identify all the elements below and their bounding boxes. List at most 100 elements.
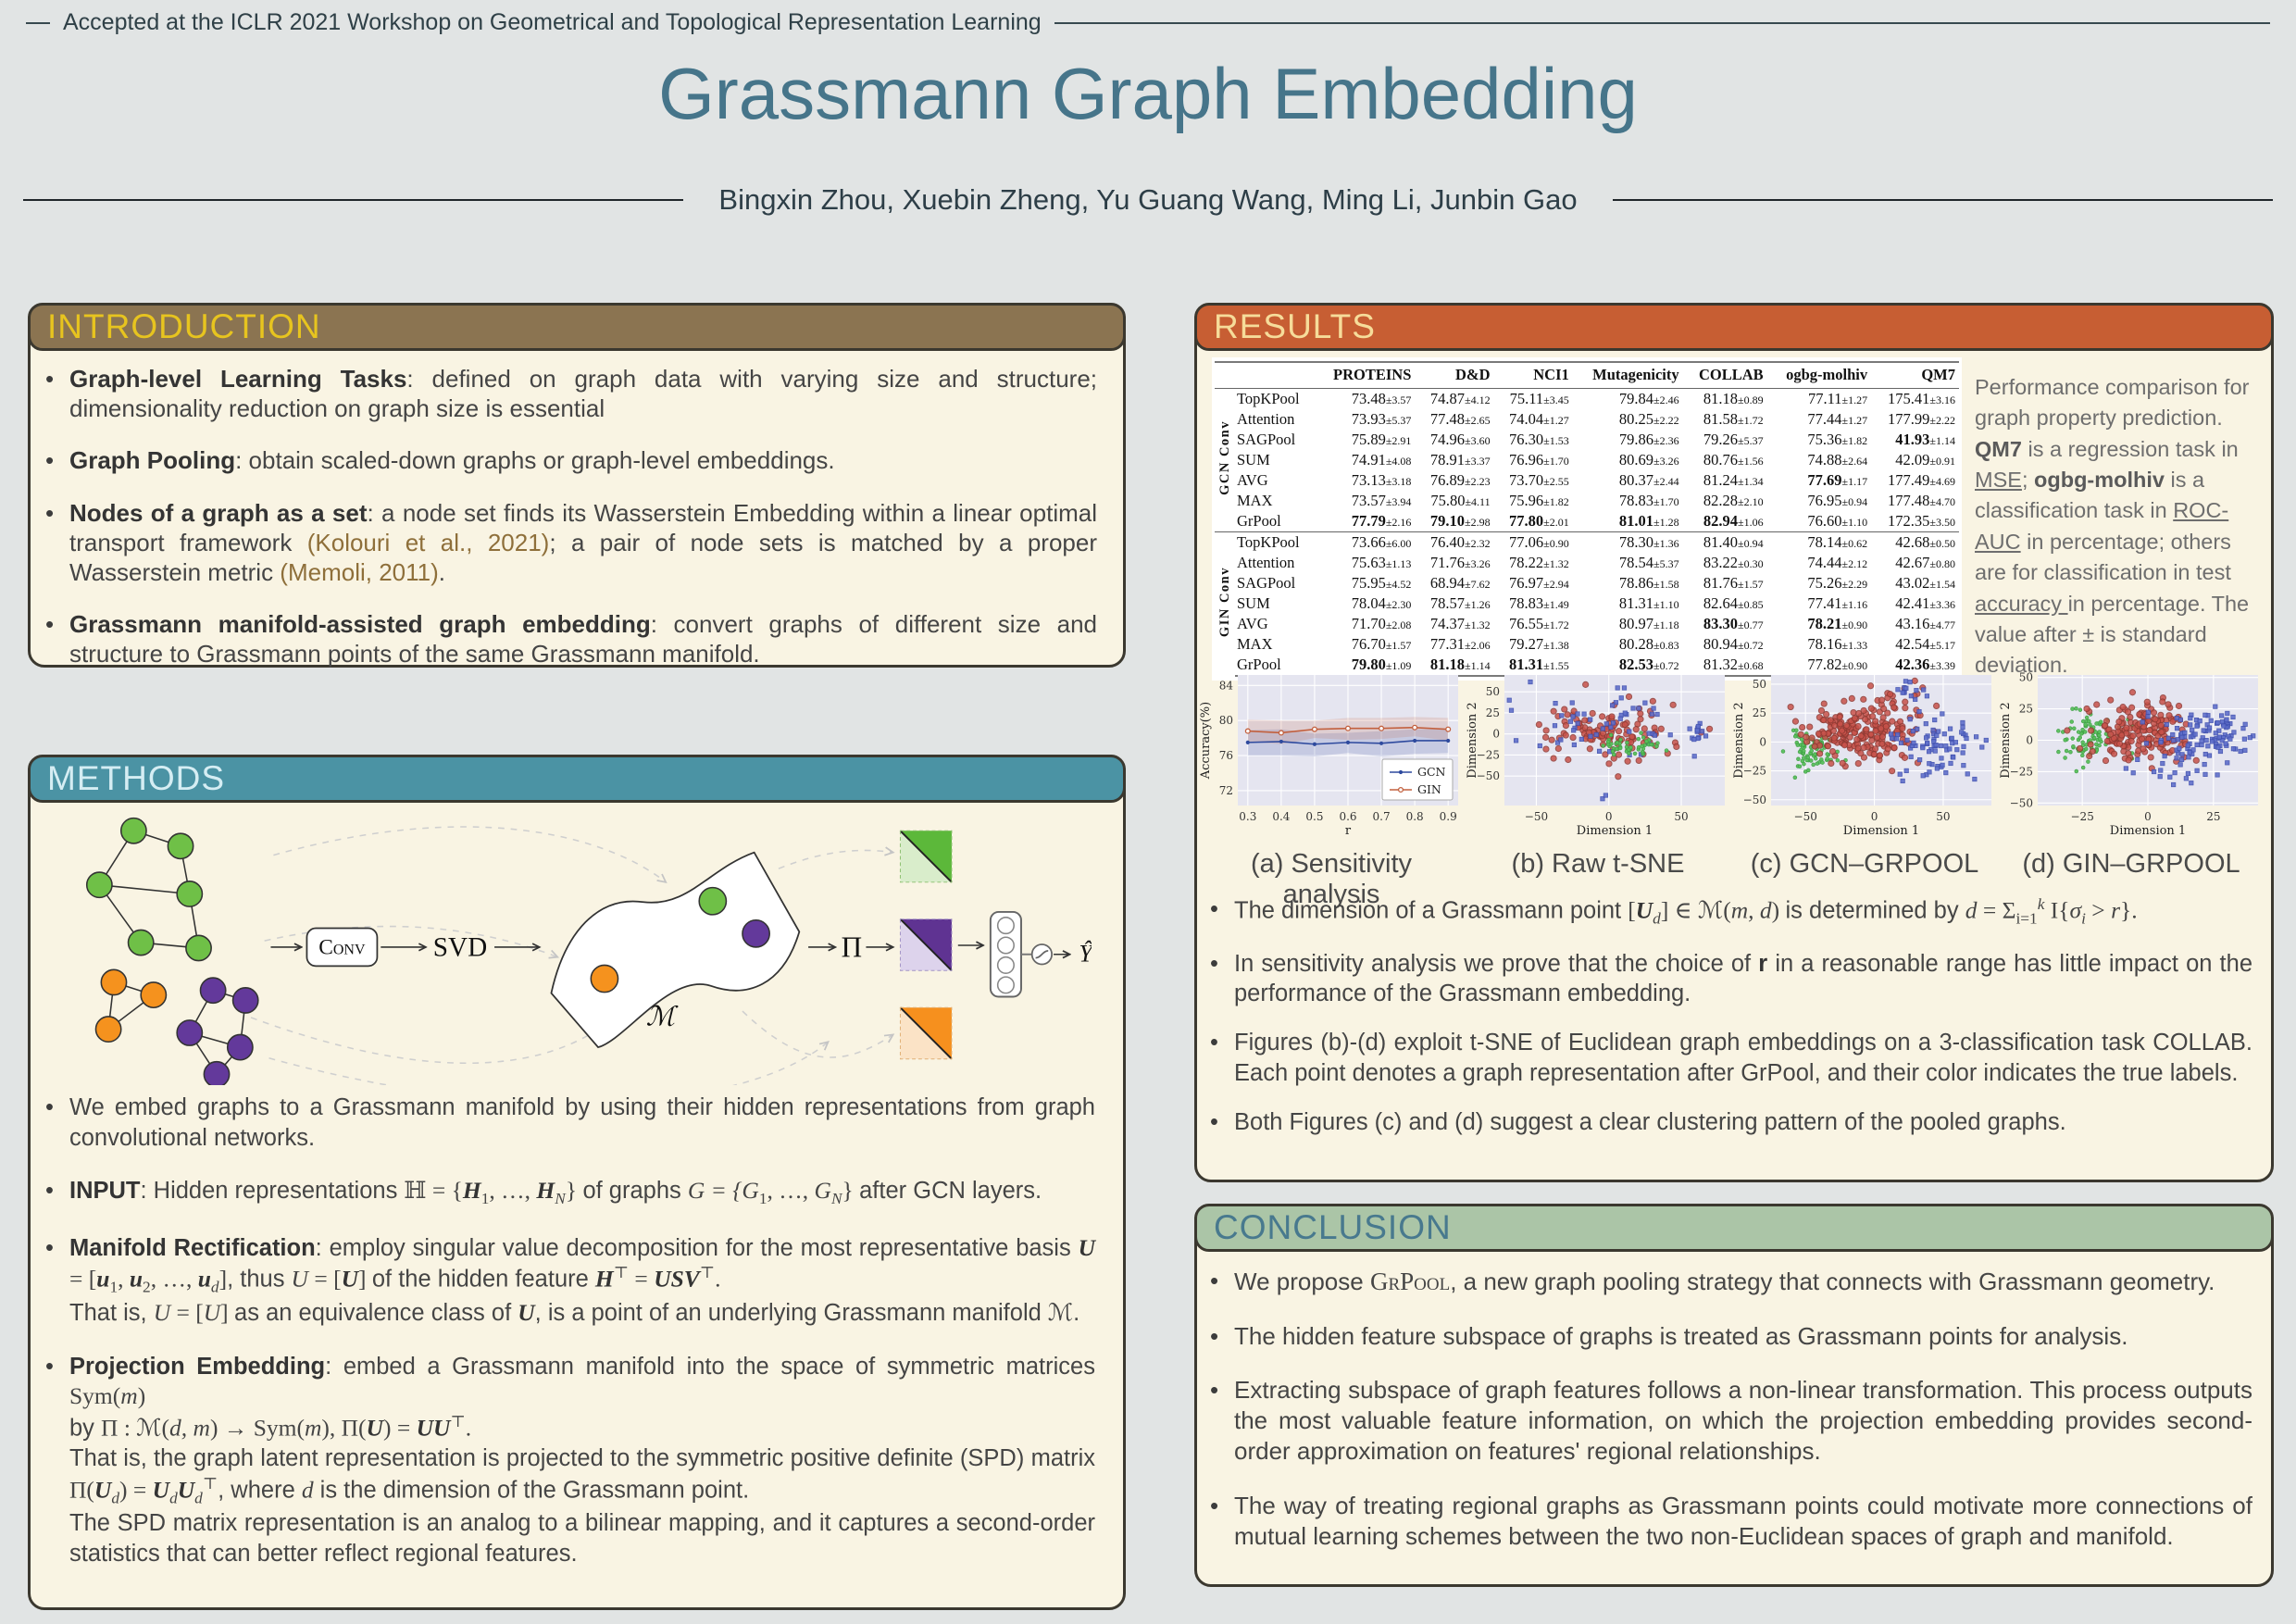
scatter-plot: −50 0 50 −50 −25 0 25 50 Dimension 1 Dimension 2 [1732, 675, 1991, 838]
metric-cell: 41.93±1.14 [1895, 431, 1955, 448]
svg-text:GIN: GIN [1417, 782, 1441, 796]
metric-cell: 82.64±0.85 [1703, 594, 1764, 612]
row-group-label: GCN Conv [1217, 420, 1232, 495]
svg-text:0: 0 [1871, 810, 1878, 823]
svg-text:0: 0 [1605, 810, 1613, 823]
metric-cell: 43.02±1.54 [1895, 574, 1955, 592]
raw-tsne-chart: −50 0 50 −50 −25 0 25 50 Dimension 1 Dimension 2 [1466, 670, 1730, 845]
metric-cell: 75.63±1.13 [1351, 554, 1412, 571]
metric-cell: 73.13±3.18 [1351, 471, 1412, 489]
table-row: SAGPool 75.95±4.52 68.94±7.62 76.97±2.94 78.… [1215, 573, 1959, 593]
metric-cell: 78.57±1.26 [1429, 594, 1491, 612]
metric-cell: 76.30±1.53 [1509, 431, 1569, 448]
metric-cell: 80.97±1.18 [1618, 615, 1679, 632]
table-row: GCN Conv TopKPool 73.48±3.57 74.87±4.12 75.1… [1215, 389, 1959, 495]
svg-text:72: 72 [1219, 784, 1233, 797]
results-panel: RESULTS PROTEINS D&D NCI1 Mutagenicity COLLA… [1194, 303, 2274, 1182]
metric-cell: 74.91±4.08 [1351, 451, 1412, 468]
metric-cell: 75.36±1.82 [1807, 431, 1868, 448]
table-row: Attention 73.93±5.37 77.48±2.65 74.04±1.27 8… [1215, 409, 1959, 430]
bullet-item: • Graph-level Learning Tasks: defined on … [45, 365, 1097, 422]
metric-cell: 78.21±0.90 [1807, 615, 1868, 632]
table-row: SUM 74.91±4.08 78.91±3.37 76.96±1.70 80.69±3… [1215, 450, 1959, 470]
method-name: SAGPool [1237, 574, 1296, 592]
metric-cell: 80.28±0.83 [1618, 635, 1679, 653]
scatter-plot: −25 0 25 −50 −25 0 25 50 Dimension 1 Dimension 2 [1999, 671, 2258, 838]
svg-text:80: 80 [1219, 714, 1233, 727]
introduction-panel: INTRODUCTION • Graph-level Learning Tasks… [28, 303, 1126, 668]
plot-caption: (d) GIN–GRPOOL [2022, 849, 2240, 879]
gcn-grpool-chart: −50 0 50 −50 −25 0 25 50 Dimension 1 Dimension 2 [1732, 670, 1997, 845]
plot-raw-tsne: −50 0 50 −50 −25 0 25 50 Dimension 1 Dimension 2 … [1466, 670, 1730, 910]
method-name: AVG [1237, 615, 1268, 632]
metric-cell: 78.54±5.37 [1618, 554, 1679, 571]
ribbon-dash [26, 21, 50, 24]
column-header: PROTEINS [1315, 361, 1416, 389]
method-name: AVG [1237, 471, 1268, 489]
table-row: GIN Conv TopKPool 73.66±6.00 76.40±2.32 77.0… [1215, 531, 1959, 676]
bullet-item: • Extracting subspace of graph features f… [1210, 1375, 2252, 1466]
metric-cell: 81.24±1.34 [1703, 471, 1764, 489]
metric-cell: 75.96±1.82 [1509, 492, 1569, 509]
spd-matrix-orange [899, 1006, 953, 1060]
bullet-item: • We propose GrPool, a new graph pooling … [1210, 1267, 2215, 1295]
metric-cell: 77.31±2.06 [1429, 635, 1491, 653]
poster-title: Grassmann Graph Embedding [658, 53, 1638, 134]
manifold-point-purple [742, 918, 770, 948]
table-row: GrPool 79.80±1.09 81.18±1.14 81.31±1.55 82.5… [1215, 655, 1959, 677]
metric-cell: 77.69±1.17 [1807, 471, 1868, 489]
authors-row: Bingxin Zhou, Xuebin Zheng, Yu Guang Wan… [23, 183, 2273, 217]
svg-text:0: 0 [1759, 735, 1766, 748]
metric-cell: 81.76±1.57 [1703, 574, 1764, 592]
svg-text:0: 0 [1492, 728, 1500, 741]
metric-cell: 78.30±1.36 [1572, 531, 1683, 553]
introduction-bullets: • Graph-level Learning Tasks: defined on … [45, 365, 1097, 693]
spd-matrix-green [899, 830, 953, 883]
metric-cell: 80.37±2.44 [1618, 471, 1679, 489]
metric-cell: 77.82±0.90 [1766, 655, 1872, 677]
svg-text:50: 50 [1674, 810, 1688, 823]
svg-text:−50: −50 [2010, 796, 2033, 809]
method-name: TopKPool [1237, 390, 1300, 407]
metric-cell: 81.18±0.89 [1703, 390, 1764, 407]
column-header: COLLAB [1682, 361, 1767, 389]
results-header: RESULTS [1194, 303, 2274, 351]
metric-cell: 80.94±0.72 [1703, 635, 1764, 653]
plot-caption: (c) GCN–GRPOOL [1750, 849, 1979, 879]
svg-text:−25: −25 [2071, 810, 2094, 823]
conv-label: Conv [318, 936, 366, 960]
plot-caption: (b) Raw t-SNE [1511, 849, 1685, 879]
svg-text:0: 0 [2026, 734, 2033, 747]
svg-text:50: 50 [1753, 678, 1766, 691]
metric-cell: 78.83±1.49 [1509, 594, 1569, 612]
metric-cell: 76.60±1.10 [1807, 512, 1868, 530]
plot-gcn-grpool: −50 0 50 −50 −25 0 25 50 Dimension 1 Dimension 2 … [1732, 670, 1997, 910]
metric-cell: 79.26±5.37 [1703, 431, 1764, 448]
metric-cell: 74.44±2.12 [1807, 554, 1868, 571]
metric-cell: 172.35±3.50 [1888, 512, 1955, 530]
metric-cell: 42.54±5.17 [1895, 635, 1955, 653]
svg-text:Dimension 1: Dimension 1 [2110, 824, 2186, 838]
metric-cell: 81.40±0.94 [1682, 531, 1767, 553]
methods-bullets: • We embed graphs to a Grassmann manifold… [45, 1093, 1095, 1593]
table-row: Attention 75.63±1.13 71.76±3.26 78.22±1.32 7… [1215, 553, 1959, 573]
svg-text:25: 25 [1753, 706, 1766, 719]
metric-cell: 77.80±2.01 [1509, 512, 1569, 530]
metric-cell: 73.57±3.94 [1351, 492, 1412, 509]
metric-cell: 77.44±1.27 [1807, 410, 1868, 428]
method-name: SUM [1237, 451, 1270, 468]
acceptance-ribbon: Accepted at the ICLR 2021 Workshop on Ge… [26, 9, 2270, 36]
metric-cell: 81.58±1.72 [1703, 410, 1764, 428]
metric-cell: 76.97±2.94 [1509, 574, 1569, 592]
bullet-item: • Nodes of a graph as a set: a node set f… [45, 499, 1098, 586]
metric-cell: 81.31±1.10 [1618, 594, 1679, 612]
method-name: GrPool [1237, 512, 1281, 530]
gin-grpool-chart: −25 0 25 −50 −25 0 25 50 Dimension 1 Dimension 2 [1999, 670, 2264, 845]
column-header: ogbg-molhiv [1766, 361, 1872, 389]
metric-cell: 68.94±7.62 [1429, 574, 1491, 592]
bullet-item: • The hidden feature subspace of graphs i… [1210, 1321, 2128, 1350]
output-label: Ŷ [1079, 940, 1092, 968]
metric-cell: 76.40±2.32 [1415, 531, 1494, 553]
svg-text:Dimension 1: Dimension 1 [1843, 824, 1919, 838]
column-header: NCI1 [1493, 361, 1573, 389]
